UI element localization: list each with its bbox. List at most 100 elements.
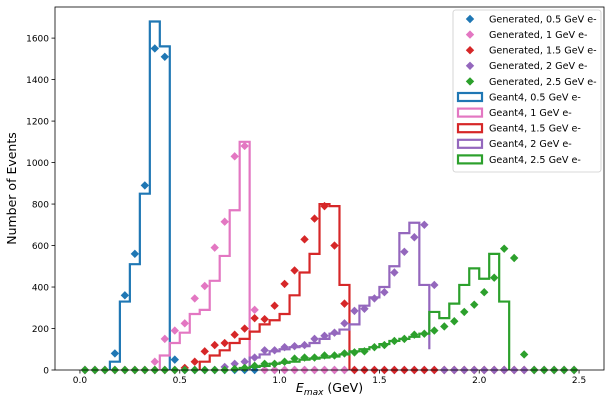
generated-point	[360, 347, 369, 356]
generated-point	[370, 342, 379, 352]
y-axis-label: Number of Events	[4, 132, 19, 245]
generated-point	[320, 201, 329, 211]
y-tick-label: 1600	[26, 34, 49, 44]
generated-point	[280, 279, 289, 289]
generated-point	[250, 305, 259, 315]
y-tick-label: 1400	[26, 76, 49, 86]
legend-label: Generated, 0.5 GeV e-	[489, 14, 597, 25]
x-tick-label: 2.5	[572, 376, 586, 386]
legend-marker	[465, 61, 475, 70]
generated-point	[490, 273, 499, 282]
generated-point	[290, 354, 299, 363]
generated-point	[380, 340, 389, 350]
generated-point	[250, 313, 259, 323]
legend-label: Generated, 2.5 GeV e-	[489, 77, 597, 88]
generated-point	[440, 322, 449, 331]
y-tick-label: 200	[32, 325, 49, 335]
generated-point	[310, 214, 319, 223]
generated-point	[230, 359, 239, 368]
legend-label: Generated, 2 GeV e-	[489, 61, 587, 72]
generated-point	[240, 141, 249, 151]
x-axis-label-unit: (GeV)	[323, 380, 363, 395]
generated-point	[410, 330, 419, 339]
legend-label: Generated, 1.5 GeV e-	[489, 46, 597, 57]
generated-point	[200, 281, 209, 291]
legend-label: Geant4, 1 GeV e-	[489, 108, 572, 119]
generated-point	[300, 340, 309, 350]
generated-point	[340, 349, 349, 358]
generated-point	[340, 319, 349, 328]
generated-point	[270, 346, 279, 355]
generated-point	[220, 338, 229, 348]
generated-point	[400, 334, 409, 344]
generated-point	[170, 355, 179, 364]
generated-point	[300, 353, 309, 362]
generated-point	[280, 342, 289, 352]
generated-point	[270, 359, 279, 368]
generated-point	[260, 346, 269, 355]
generated-point	[470, 300, 479, 309]
y-tick-label: 1200	[26, 117, 49, 127]
generated-point	[360, 304, 369, 314]
legend: Generated, 0.5 GeV e- Generated, 1 GeV e-…	[452, 9, 602, 173]
geant4-step-line	[238, 252, 511, 370]
generated-point	[350, 348, 359, 357]
legend-marker	[465, 77, 475, 86]
generated-point	[230, 152, 239, 161]
generated-point	[450, 317, 459, 326]
tick-layer: 0.0 0.5 1.0 1.5 2.0 2.5 0 200 400 600 800 1000 1200 1…	[26, 34, 586, 386]
generated-point	[190, 357, 199, 366]
generated-point	[200, 347, 209, 356]
generated-point	[410, 233, 419, 242]
legend-label: Geant4, 2.5 GeV e-	[489, 155, 581, 166]
geant4-step-line	[108, 20, 171, 370]
generated-point	[230, 364, 239, 374]
generated-point	[180, 319, 189, 328]
generated-point	[150, 44, 160, 53]
geant4-step-line	[198, 202, 351, 370]
y-tick-label: 1000	[26, 159, 49, 169]
generated-point	[330, 351, 339, 360]
generated-point	[460, 307, 469, 317]
generated-point	[430, 326, 439, 335]
x-tick-label: 0.0	[73, 376, 88, 386]
generated-point	[290, 266, 299, 275]
generated-point	[400, 247, 409, 256]
generated-point	[380, 288, 389, 297]
generated-point	[320, 351, 329, 360]
legend-label: Geant4, 0.5 GeV e-	[489, 92, 581, 103]
generated-point	[190, 294, 199, 303]
generated-point	[509, 253, 519, 263]
generated-point	[260, 359, 269, 368]
generated-point	[290, 341, 299, 351]
generated-point	[230, 330, 239, 339]
generated-point	[220, 217, 229, 226]
axes-frame	[54, 6, 605, 371]
legend-marker	[465, 14, 475, 24]
legend-marker	[465, 30, 475, 39]
generated-point	[330, 328, 339, 337]
generated-point	[170, 326, 179, 335]
x-tick-label: 0.5	[173, 376, 187, 386]
legend-swatch	[456, 91, 484, 103]
legend-label: Geant4, 2 GeV e-	[489, 139, 572, 150]
generated-point	[160, 334, 169, 344]
generated-point	[260, 314, 269, 324]
y-tick-label: 800	[32, 200, 49, 210]
x-axis-label: Emax (GeV)	[296, 380, 363, 397]
x-tick-label: 2.0	[472, 376, 487, 386]
x-axis-label-subscript: max	[304, 388, 324, 397]
generated-point	[370, 294, 379, 303]
y-tick-label: 400	[32, 283, 49, 293]
legend-swatch	[456, 154, 484, 165]
generated-point	[420, 329, 429, 338]
generated-point	[120, 291, 130, 300]
generated-point	[390, 268, 399, 277]
x-tick-label: 1.0	[272, 376, 287, 386]
generated-point	[250, 361, 259, 371]
geant4-step-line	[248, 221, 431, 370]
y-tick-label: 600	[32, 242, 49, 252]
generated-point	[150, 357, 160, 366]
generated-point	[210, 340, 219, 350]
